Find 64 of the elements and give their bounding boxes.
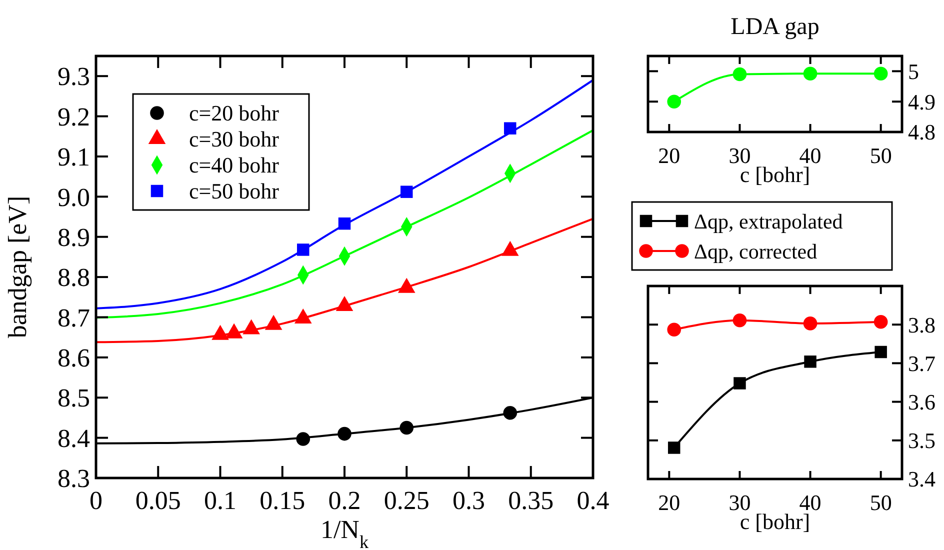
y-tick-label: 4.8 bbox=[908, 120, 936, 145]
y-axis-title: bandgap [eV] bbox=[3, 196, 32, 338]
y-tick-label: 4.9 bbox=[908, 89, 936, 114]
point bbox=[732, 67, 747, 82]
x-tick-label: 0.2 bbox=[328, 486, 361, 515]
legend-label: Δqp, corrected bbox=[694, 239, 818, 264]
point bbox=[338, 426, 352, 441]
y-tick-label: 9.0 bbox=[58, 182, 90, 212]
point bbox=[297, 244, 310, 256]
x-tick-label: 20 bbox=[658, 143, 680, 168]
point bbox=[400, 186, 413, 198]
legend-label: c=20 bohr bbox=[189, 100, 280, 126]
point bbox=[296, 432, 310, 446]
x-tick-label: 0.35 bbox=[508, 486, 554, 515]
y-tick-label: 3.7 bbox=[908, 350, 936, 376]
y-tick-label: 9.1 bbox=[58, 142, 90, 172]
x-tick-label: 0.25 bbox=[384, 486, 430, 515]
point bbox=[803, 316, 818, 330]
x-tick-label: 0.3 bbox=[452, 486, 485, 515]
x-tick-label: 50 bbox=[870, 143, 892, 168]
x-tick-label: 20 bbox=[658, 490, 680, 515]
x-tick-label: 0 bbox=[90, 486, 102, 515]
point bbox=[667, 322, 682, 337]
y-tick-label: 8.7 bbox=[58, 303, 90, 332]
line-series bbox=[96, 129, 593, 319]
x-tick-label: 0.05 bbox=[135, 486, 181, 515]
y-tick-label: 3.6 bbox=[908, 390, 936, 414]
legend-label: c=50 bohr bbox=[189, 178, 280, 204]
line-series bbox=[96, 218, 593, 344]
point bbox=[667, 94, 682, 108]
point bbox=[400, 420, 414, 435]
legend-label: c=40 bohr bbox=[189, 152, 280, 178]
legend-label: Δqp, extrapolated bbox=[694, 209, 844, 234]
y-tick-label: 8.6 bbox=[58, 344, 90, 373]
y-tick-label: 8.5 bbox=[58, 384, 90, 413]
x-tick-label: 0.4 bbox=[576, 486, 610, 515]
y-tick-label: 8.4 bbox=[58, 424, 90, 453]
point bbox=[504, 122, 516, 134]
point bbox=[734, 377, 746, 390]
x-tick-label: 0.15 bbox=[260, 486, 306, 515]
point bbox=[338, 217, 351, 230]
y-tick-label: 8.8 bbox=[58, 263, 90, 292]
point bbox=[732, 313, 747, 328]
x-tick-label: 0.1 bbox=[204, 486, 236, 515]
y-tick-label: 9.3 bbox=[58, 62, 90, 92]
y-tick-label: 8.3 bbox=[58, 464, 90, 494]
point bbox=[503, 406, 518, 420]
y-tick-label: 3.5 bbox=[908, 428, 936, 454]
y-tick-label: 5 bbox=[908, 58, 919, 84]
point bbox=[668, 442, 680, 454]
y-tick-label: 3.8 bbox=[908, 312, 936, 338]
point bbox=[803, 66, 818, 81]
point bbox=[874, 346, 887, 358]
legend-label: c=30 bohr bbox=[189, 126, 280, 152]
chart-title: LDA gap bbox=[730, 14, 820, 40]
point bbox=[874, 315, 888, 329]
y-tick-label: 8.9 bbox=[58, 222, 90, 252]
point bbox=[804, 356, 816, 368]
x-axis-title: 1/N$_{k}$ bbox=[320, 515, 370, 550]
point bbox=[874, 66, 888, 81]
x-tick-label: 50 bbox=[870, 490, 892, 515]
y-tick-label: 9.2 bbox=[58, 102, 90, 132]
y-tick-label: 3.4 bbox=[908, 466, 936, 492]
line-series bbox=[96, 79, 593, 310]
